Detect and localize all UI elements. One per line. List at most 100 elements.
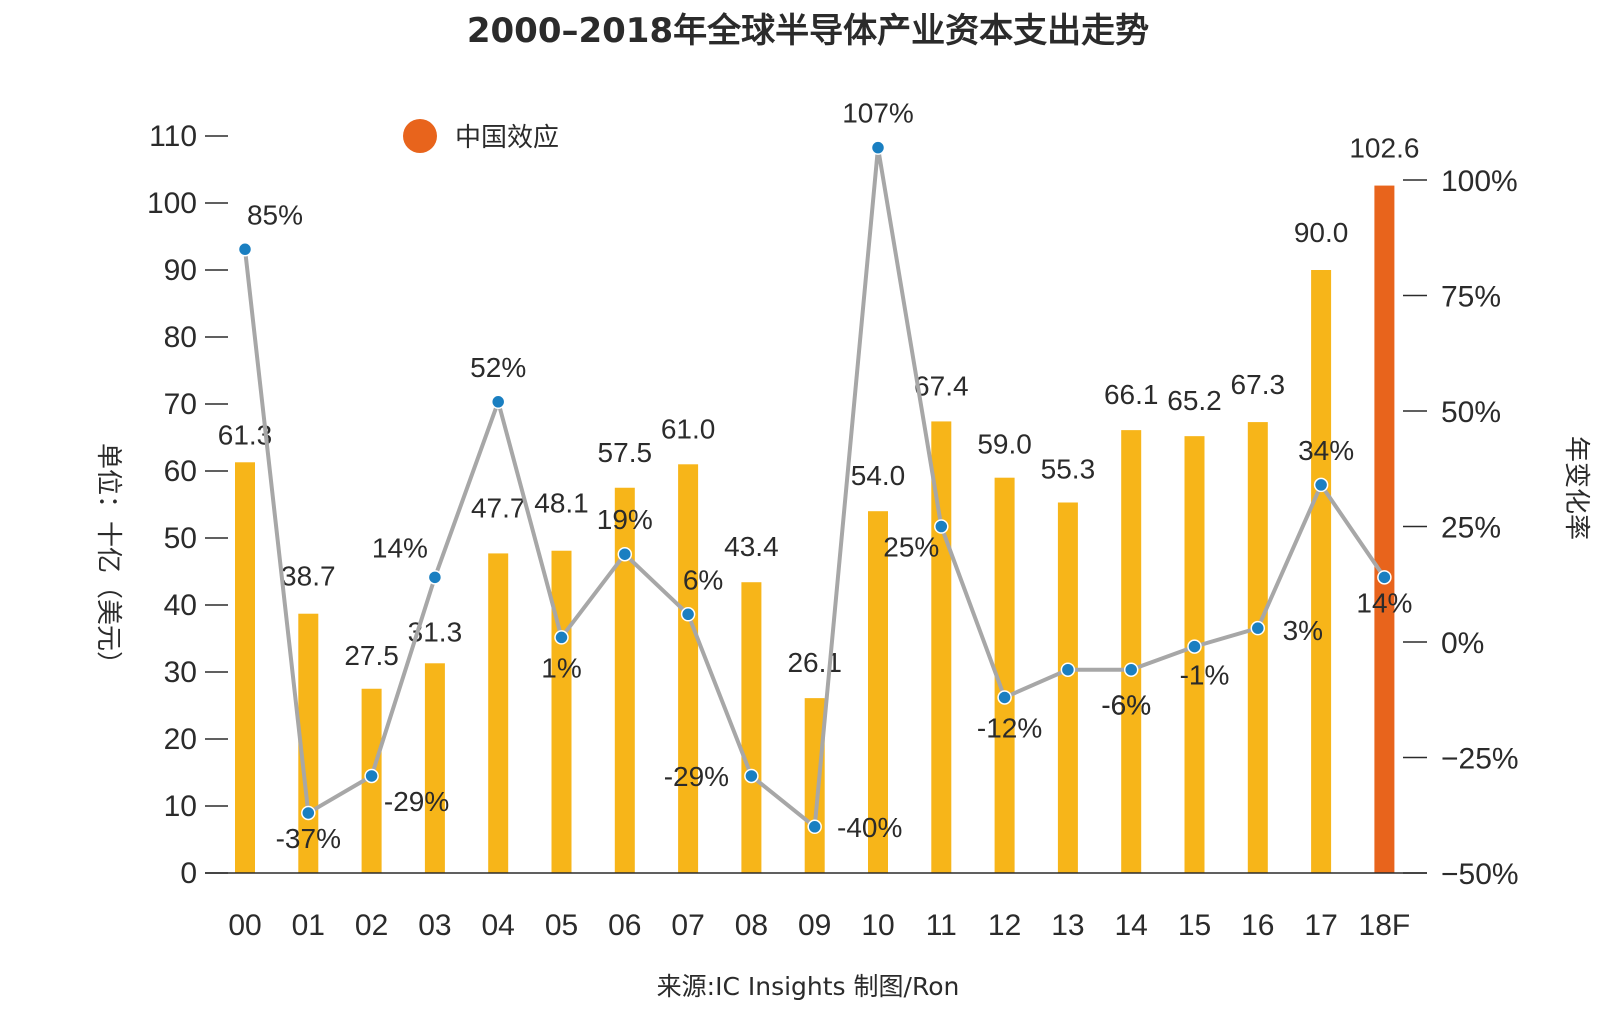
chart-title: 2000–2018年全球半导体产业资本支出走势: [467, 11, 1149, 51]
x-tick-label-00: 00: [228, 909, 261, 942]
bar-value-label-17: 90.0: [1294, 217, 1349, 248]
x-tick-label-10: 10: [861, 909, 894, 942]
y-left-axis-label: 单位：十亿（美元）: [93, 443, 123, 677]
change-point-07: [680, 607, 696, 622]
y-left-tick-label: 0: [180, 857, 197, 890]
change-point-08: [744, 768, 759, 784]
y-left-tick-label: 50: [164, 522, 197, 555]
bar-value-label-08: 43.4: [724, 531, 779, 562]
change-label-05: 1%: [541, 652, 581, 683]
bar-value-label-06: 57.5: [598, 437, 653, 468]
bar-18F: [1374, 185, 1395, 873]
bar-09: [804, 698, 825, 873]
y-right-tick-label: −25%: [1441, 743, 1519, 776]
y-left-tick-label: 90: [164, 254, 197, 287]
change-label-02: -29%: [384, 786, 449, 817]
legend: 中国效应: [403, 119, 559, 153]
change-label-16: 3%: [1283, 615, 1323, 646]
change-point-16: [1250, 620, 1266, 636]
x-tick-label-16: 16: [1241, 909, 1274, 942]
bar-04: [488, 553, 509, 873]
y-left-tick-label: 80: [164, 321, 197, 354]
y-right-axis-label: 年变化率: [1561, 436, 1591, 540]
x-tick-label-05: 05: [545, 909, 578, 942]
bar-14: [1121, 430, 1142, 873]
x-tick-label-07: 07: [671, 909, 704, 942]
bar-value-label-10: 54.0: [851, 460, 906, 491]
bar-value-label-02: 27.5: [344, 640, 399, 671]
bar-17: [1311, 270, 1332, 873]
bar-08: [741, 582, 762, 873]
bar-value-label-13: 55.3: [1041, 453, 1096, 484]
bar-series: [235, 185, 1395, 873]
change-point-17: [1313, 477, 1329, 493]
y-left-tick-label: 40: [164, 589, 197, 622]
legend-swatch: [403, 119, 437, 153]
y-left-tick-label: 60: [164, 455, 197, 488]
bar-value-label-14: 66.1: [1104, 379, 1159, 410]
bar-value-label-11: 67.4: [914, 370, 969, 401]
bar-03: [424, 663, 445, 873]
x-tick-label-15: 15: [1178, 909, 1211, 942]
change-point-15: [1187, 639, 1202, 654]
bar-10: [868, 511, 888, 873]
bar-value-label-15: 65.2: [1167, 385, 1222, 416]
change-point-05: [554, 630, 569, 645]
x-tick-label-18F: 18F: [1359, 909, 1411, 942]
bar-15: [1184, 436, 1205, 873]
bar-value-label-04: 47.7: [471, 492, 526, 523]
y-left-tick-label: 30: [164, 656, 197, 689]
y-right-axis: −50% −25% 0% 25% 50% 75% 100%: [1403, 165, 1519, 891]
y-left-axis: 0 10 20 30 40 50 60 70 80 90 100 110: [147, 120, 228, 890]
bar-13: [1057, 502, 1078, 873]
x-tick-label-02: 02: [355, 909, 388, 942]
x-tick-label-01: 01: [292, 909, 325, 942]
bar-value-label-07: 61.0: [661, 413, 716, 444]
change-label-12: -12%: [977, 712, 1042, 743]
change-point-06: [617, 546, 633, 562]
y-right-tick-label: 25%: [1441, 512, 1501, 545]
bar-12: [994, 477, 1015, 873]
change-point-10: [870, 140, 886, 155]
y-right-tick-label: 100%: [1441, 165, 1518, 198]
bar-16: [1247, 422, 1268, 873]
bar-value-label-18F: 102.6: [1349, 133, 1419, 164]
bar-value-label-09: 26.1: [787, 647, 842, 678]
change-label-15: -1%: [1180, 660, 1230, 691]
change-point-00: [237, 242, 253, 257]
change-point-04: [490, 394, 506, 410]
change-label-13: -6%: [1101, 690, 1151, 721]
bar-value-label-05: 48.1: [534, 488, 589, 519]
y-right-tick-label: 50%: [1441, 396, 1501, 429]
change-point-18F: [1377, 570, 1392, 585]
x-tick-label-03: 03: [418, 909, 451, 942]
x-tick-label-11: 11: [926, 909, 957, 942]
change-line-series: [237, 140, 1392, 835]
change-label-10: 107%: [842, 98, 914, 129]
bar-value-label-16: 67.3: [1231, 369, 1286, 400]
x-tick-label-12: 12: [988, 909, 1021, 942]
x-tick-label-17: 17: [1304, 909, 1337, 942]
change-point-01: [301, 805, 316, 821]
x-axis: 00 01 02 03 04 05 06 07 08 09 10 11 12 13 14 15 16 17 18F: [205, 872, 1427, 942]
change-label-17: 34%: [1298, 435, 1354, 466]
y-left-tick-label: 70: [164, 388, 197, 421]
change-label-07: 6%: [683, 564, 723, 595]
change-label-14: -6%: [1101, 690, 1151, 721]
x-tick-label-13: 13: [1051, 909, 1084, 942]
bar-value-label-12: 59.0: [977, 429, 1032, 460]
bar-00: [235, 462, 255, 873]
change-value-labels: 85% -37% -29% 14% 52% 1% 19% 6% -29% -40% 107% 25% -…: [247, 98, 1412, 854]
change-label-18F: 14%: [1356, 587, 1412, 618]
x-tick-label-04: 04: [482, 909, 515, 942]
change-label-09: -40%: [837, 812, 902, 843]
change-point-11: [934, 519, 949, 534]
y-right-tick-label: −50%: [1441, 858, 1519, 891]
change-point-03: [427, 570, 443, 585]
y-left-tick-label: 110: [149, 120, 197, 153]
change-label-08: -29%: [664, 761, 729, 792]
x-tick-label-14: 14: [1115, 909, 1148, 942]
change-label-11: 25%: [883, 532, 939, 563]
y-right-tick-label: 75%: [1441, 281, 1501, 314]
